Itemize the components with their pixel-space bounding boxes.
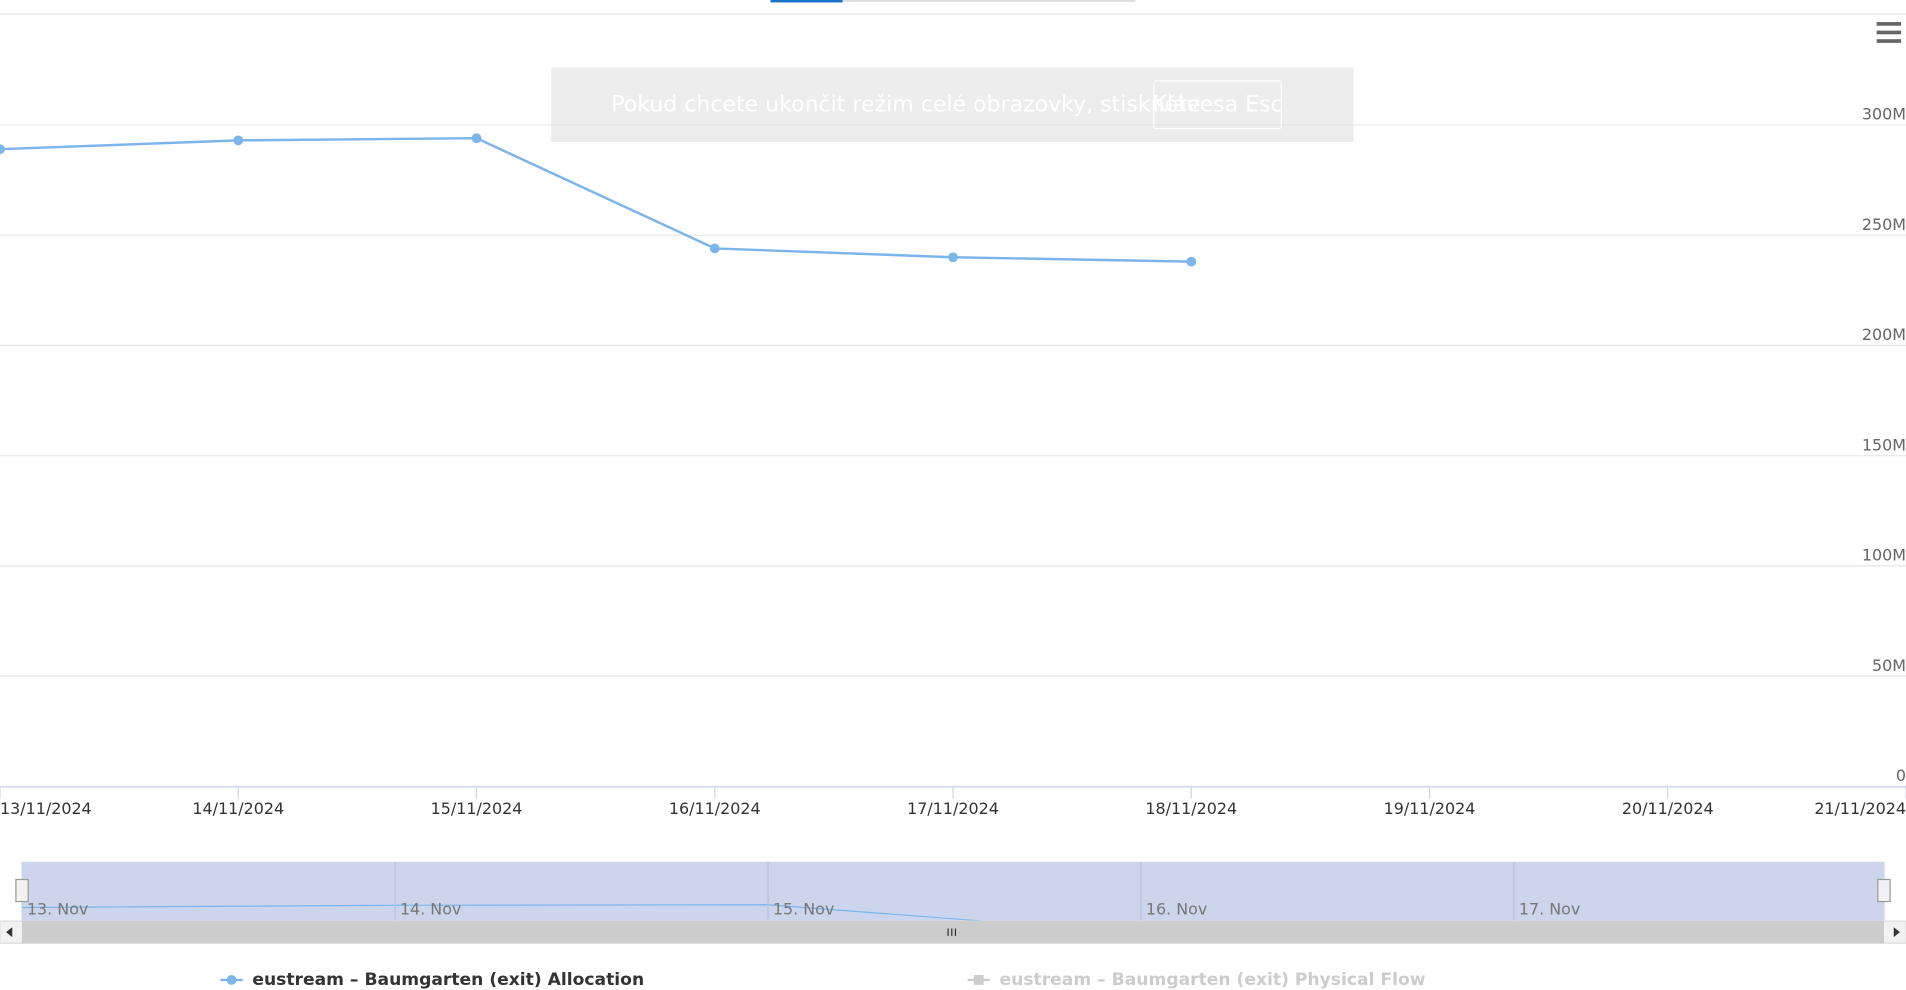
fullscreen-notice	[551, 67, 1354, 143]
tab-active	[770, 0, 843, 3]
x-tick-label: 17/11/2024	[907, 799, 999, 818]
x-tick-label: 19/11/2024	[1384, 799, 1476, 818]
navigator-handle[interactable]	[1877, 878, 1891, 903]
legend-item[interactable]: eustream – Baumgarten (exit) Physical Fl…	[967, 970, 1426, 990]
scrollbar-thumb[interactable]	[22, 921, 1884, 944]
y-tick-label: 50M	[1872, 656, 1906, 675]
y-tick-label: 100M	[1862, 546, 1906, 565]
scrollbar-grip	[947, 928, 957, 936]
x-tick-label: 20/11/2024	[1622, 799, 1714, 818]
series-line	[0, 136, 1192, 263]
navigator-label: 13. Nov	[27, 900, 88, 919]
point	[471, 133, 482, 144]
x-tick-label: 13/11/2024	[0, 799, 92, 818]
navigator-label: 17. Nov	[1519, 900, 1580, 919]
menu-bar	[1876, 39, 1902, 43]
menu-button[interactable]	[1876, 22, 1902, 43]
legend-symbol	[226, 975, 237, 985]
legend-label: eustream – Baumgarten (exit) Allocation	[252, 970, 644, 990]
y-tick-label: 300M	[1862, 105, 1906, 124]
y-tick-label: 150M	[1862, 435, 1906, 454]
navigator-label: 15. Nov	[773, 900, 834, 919]
point	[1186, 256, 1197, 267]
x-tick-label: 14/11/2024	[192, 799, 284, 818]
tab	[842, 0, 1136, 2]
point	[233, 135, 244, 146]
menu-bar	[1876, 30, 1902, 35]
fullscreen-key: Klávesa Esc	[1153, 92, 1283, 117]
point	[709, 243, 720, 254]
x-tick-label: 21/11/2024	[1814, 799, 1906, 818]
legend-item[interactable]: eustream – Baumgarten (exit) Allocation	[220, 970, 644, 990]
legend-symbol	[973, 975, 984, 985]
legend-label: eustream – Baumgarten (exit) Physical Fl…	[1000, 970, 1426, 990]
scroll-right[interactable]	[1893, 927, 1900, 938]
navigator-label: 16. Nov	[1146, 900, 1207, 919]
point	[0, 144, 5, 155]
x-tick-label: 16/11/2024	[669, 799, 761, 818]
y-tick-label: 250M	[1862, 215, 1906, 234]
menu-bar	[1876, 22, 1902, 26]
scroll-left[interactable]	[6, 927, 13, 938]
fullscreen-notice-text: Pokud chcete ukončit režim celé obrazovk…	[611, 92, 1200, 117]
x-tick-label: 15/11/2024	[431, 799, 523, 818]
navigator-bg	[21, 861, 1885, 922]
x-tick-label: 18/11/2024	[1145, 799, 1237, 818]
y-tick-label: 0	[1896, 766, 1906, 785]
point	[948, 252, 958, 263]
fullscreen-key-box	[1153, 80, 1282, 130]
navigator-label: 14. Nov	[400, 900, 461, 919]
navigator-handle[interactable]	[15, 878, 29, 903]
y-tick-label: 200M	[1862, 325, 1906, 344]
